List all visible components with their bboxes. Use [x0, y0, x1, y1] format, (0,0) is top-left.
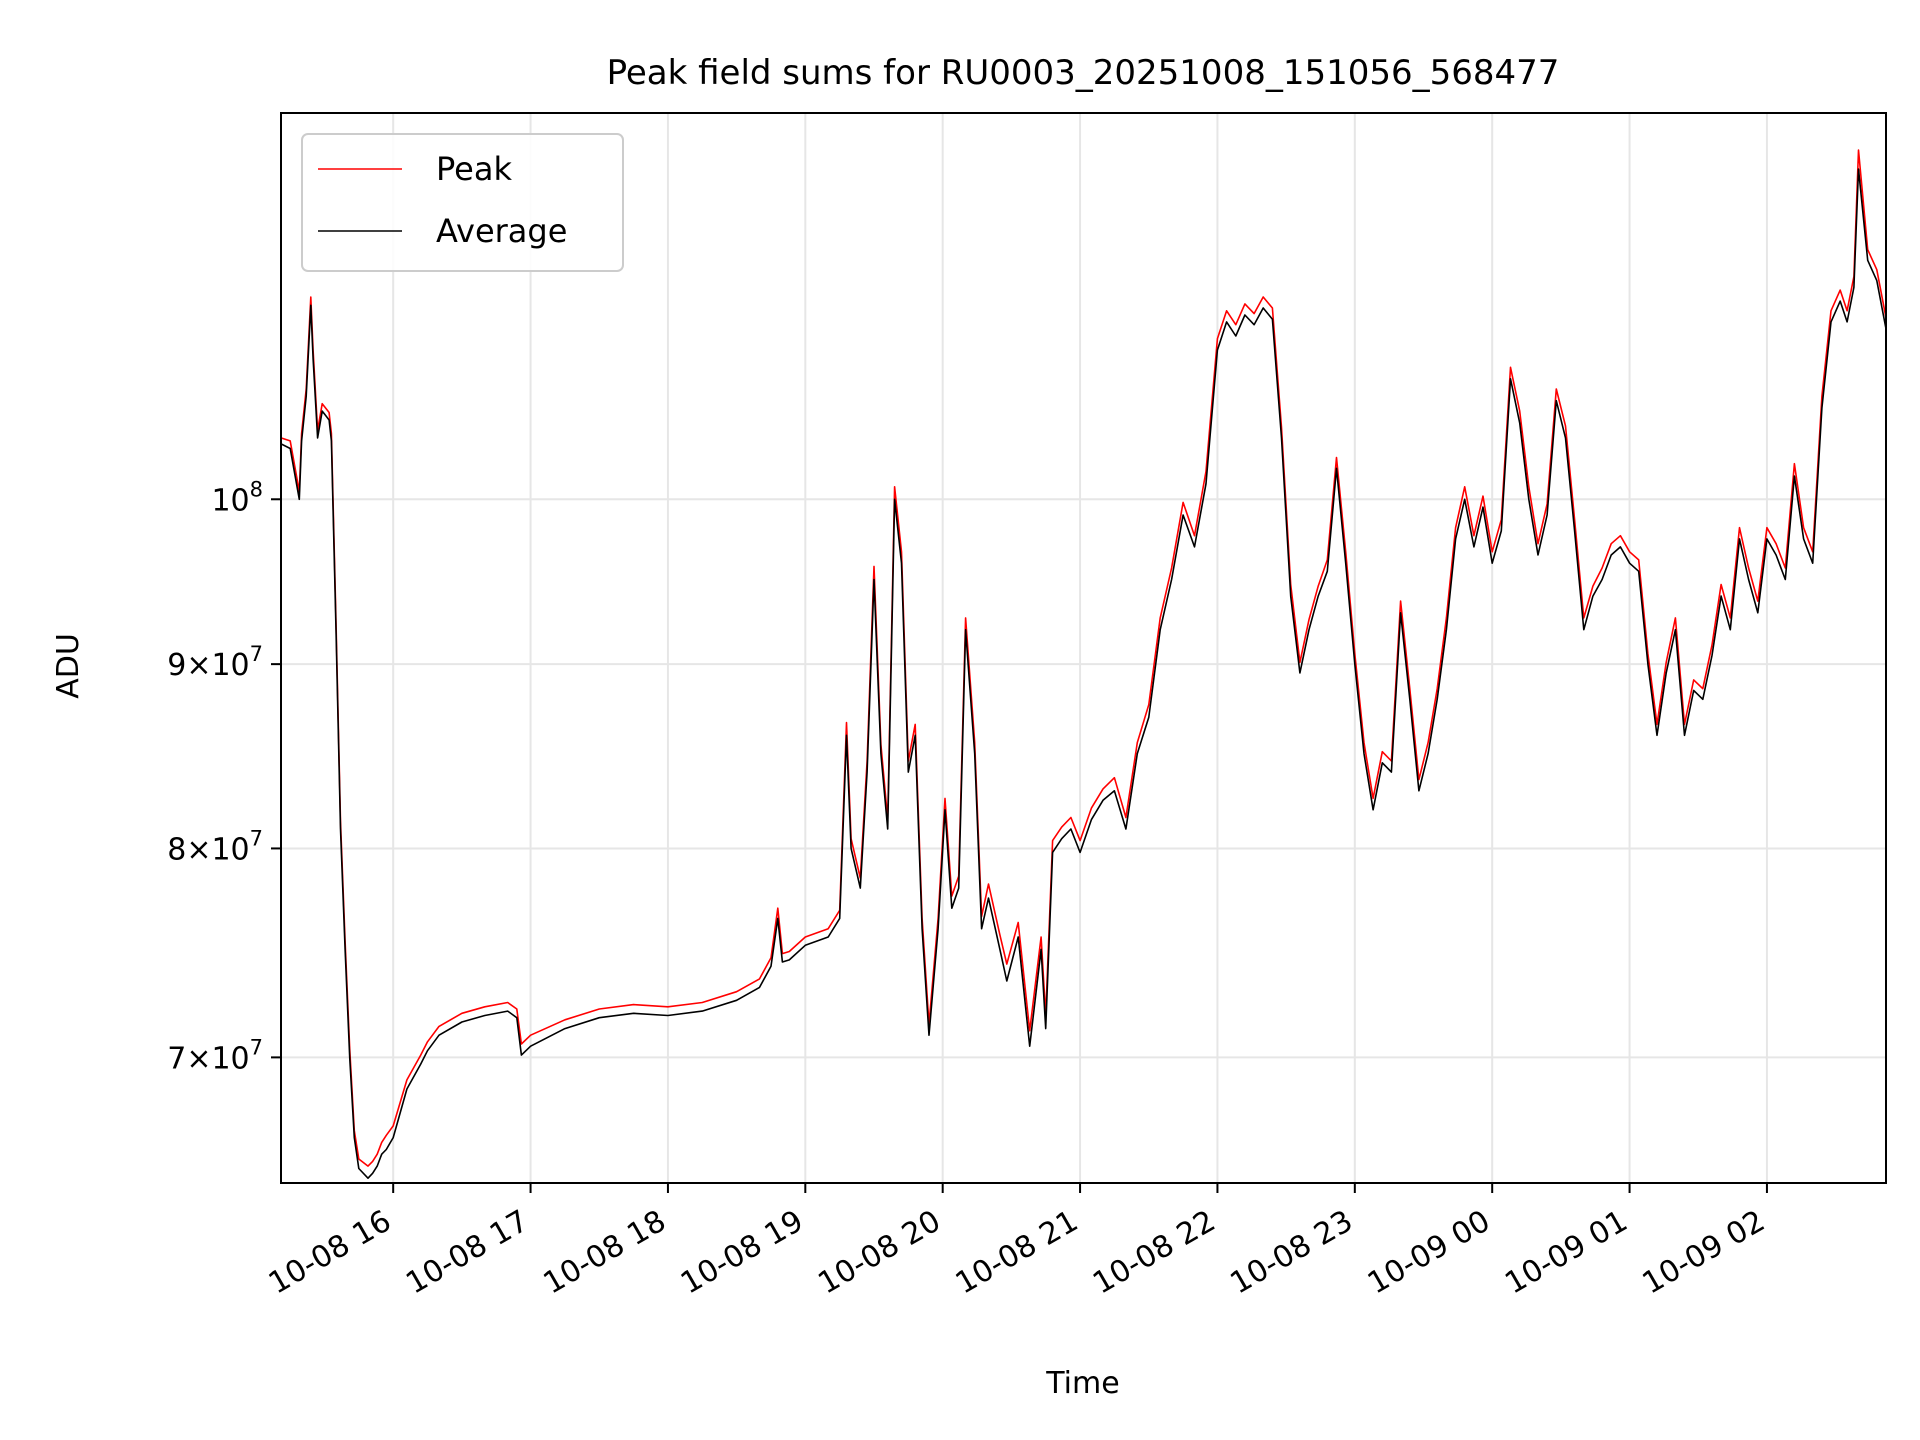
y-tick-times: ×10: [186, 1041, 249, 1076]
plot-area: [281, 149, 1886, 1179]
y-tick-mantissa: 9: [167, 648, 186, 683]
y-tick-label: 7×107: [167, 1035, 263, 1076]
legend: Peak Average: [301, 133, 624, 272]
series-line-peak: [281, 149, 1886, 1167]
y-axis-label: ADU: [51, 633, 86, 699]
y-tick-label: 108: [211, 477, 263, 518]
series-line-average: [281, 168, 1886, 1179]
y-tick-mantissa: 7: [167, 1041, 186, 1076]
y-tick-exponent: 7: [250, 1035, 263, 1059]
y-tick-label: 8×107: [167, 826, 263, 867]
y-tick-times: ×10: [186, 832, 249, 867]
axes-frame: [280, 112, 1887, 1184]
y-tick-times: ×10: [186, 648, 249, 683]
y-tick-label: 9×107: [167, 642, 263, 683]
y-tick-exponent: 8: [250, 477, 263, 501]
y-tick-exponent: 7: [250, 826, 263, 850]
y-tick-mantissa: 8: [167, 832, 186, 867]
y-tick-exponent: 7: [250, 642, 263, 666]
y-tick-base: 10: [211, 483, 249, 518]
legend-label-peak: Peak: [436, 150, 512, 188]
legend-label-average: Average: [436, 212, 567, 250]
x-axis-label: Time: [1045, 1366, 1119, 1401]
grid: [281, 113, 1886, 1183]
chart-title: Peak field sums for RU0003_20251008_1510…: [607, 53, 1560, 93]
